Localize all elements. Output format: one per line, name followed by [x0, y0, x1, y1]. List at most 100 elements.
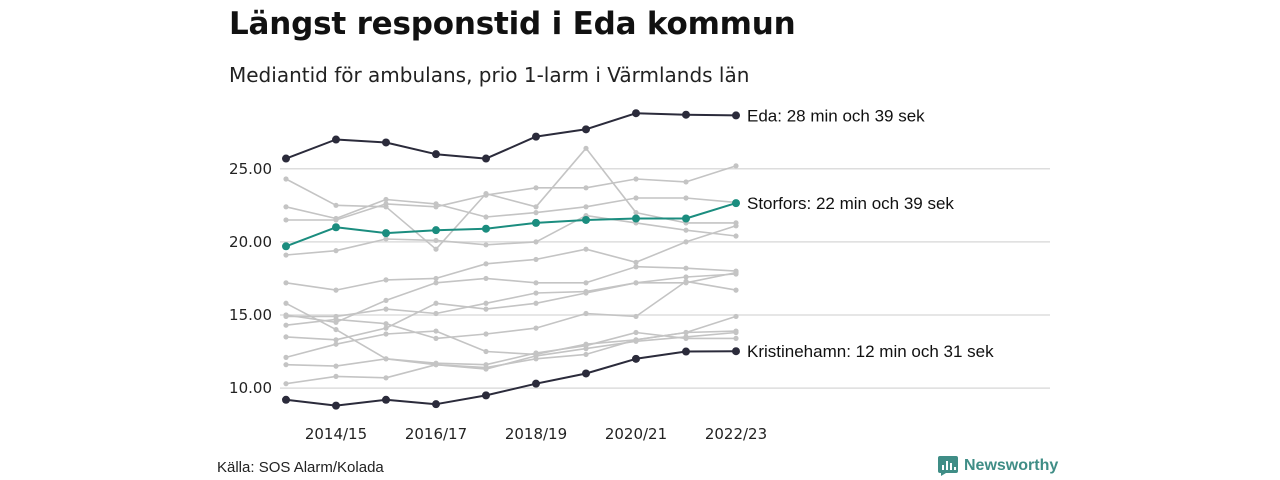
- x-tick-label: 2014/15: [305, 425, 367, 443]
- background-series-point: [333, 313, 339, 320]
- highlight-series-point: [332, 135, 340, 144]
- background-series-line: [285, 265, 737, 324]
- background-series-point: [633, 264, 639, 270]
- y-tick-label: 10.00: [229, 379, 272, 397]
- series-end-label: Storfors: 22 min och 39 sek: [747, 194, 954, 213]
- highlight-series-point: [732, 199, 740, 208]
- background-series-point: [483, 366, 489, 372]
- background-series-point: [583, 310, 589, 317]
- background-series-point: [333, 326, 339, 333]
- background-series-point: [483, 192, 489, 198]
- background-series-point: [683, 280, 689, 286]
- series-end-label: Kristinehamn: 12 min och 31 sek: [747, 342, 994, 361]
- background-series-point: [583, 351, 589, 358]
- background-series-point: [733, 313, 739, 320]
- background-series-point: [283, 300, 289, 306]
- highlight-series-point: [332, 223, 340, 232]
- background-series-point: [283, 362, 289, 368]
- background-series-point: [283, 354, 289, 360]
- background-series-point: [383, 331, 389, 337]
- background-series-point: [533, 239, 539, 245]
- background-series-point: [533, 290, 539, 296]
- background-series-point: [433, 275, 439, 282]
- brand[interactable]: Newsworthy: [938, 456, 1058, 476]
- highlight-series-point: [332, 401, 340, 410]
- highlight-series-point: [682, 110, 690, 119]
- background-series-point: [483, 348, 489, 355]
- brand-label: Newsworthy: [964, 457, 1059, 474]
- background-series-point: [433, 300, 439, 306]
- background-series-line: [285, 280, 737, 340]
- background-series-point: [433, 335, 439, 341]
- highlight-series-line: [285, 350, 737, 407]
- background-series-line: [285, 331, 737, 385]
- background-series-line: [285, 214, 737, 256]
- highlight-series-point: [532, 132, 540, 141]
- x-tick-label: 2016/17: [405, 425, 467, 443]
- highlight-series-point: [532, 218, 540, 227]
- background-series-line: [286, 273, 737, 318]
- highlight-series-point: [482, 391, 490, 400]
- highlight-series-point: [282, 154, 290, 163]
- background-series-point: [683, 265, 689, 271]
- background-series-point: [633, 338, 639, 344]
- background-series-point: [633, 329, 639, 336]
- background-series-point: [633, 259, 639, 265]
- background-series-point: [733, 329, 739, 336]
- background-series-line: [285, 271, 737, 341]
- background-series-point: [383, 375, 389, 381]
- newsworthy-logo-icon: [938, 456, 958, 476]
- background-series-point: [583, 145, 589, 151]
- background-series-point: [383, 201, 389, 207]
- background-series-point: [733, 287, 739, 293]
- background-series-point: [633, 210, 639, 216]
- background-series-point: [333, 337, 339, 343]
- highlight-series-point: [432, 226, 440, 235]
- background-series-point: [683, 329, 689, 336]
- x-tick-label: 2018/19: [505, 425, 567, 443]
- highlight-series-point: [732, 347, 740, 356]
- background-series-point: [283, 176, 289, 182]
- x-tick-label: 2022/23: [705, 425, 767, 443]
- background-series-point: [383, 306, 389, 312]
- background-series-point: [433, 280, 439, 286]
- background-series-point: [333, 217, 339, 223]
- background-series-point: [683, 179, 689, 185]
- background-series-point: [283, 313, 289, 320]
- background-series-point: [583, 246, 589, 252]
- background-series-point: [283, 252, 289, 258]
- highlight-series-point: [582, 215, 590, 224]
- background-series-point: [583, 288, 589, 295]
- background-series-point: [733, 223, 739, 229]
- background-series-point: [733, 163, 739, 169]
- highlight-series-point: [632, 109, 640, 118]
- background-series-point: [283, 204, 289, 210]
- background-series-point: [683, 334, 689, 340]
- background-series-point: [283, 217, 289, 223]
- y-tick-label: 15.00: [229, 306, 272, 324]
- background-series-point: [583, 204, 589, 210]
- background-series-point: [633, 313, 639, 320]
- background-series-point: [683, 239, 689, 245]
- background-series-point: [383, 236, 389, 242]
- highlight-series-line: [285, 202, 737, 248]
- background-series-point: [383, 356, 389, 362]
- background-series-point: [583, 185, 589, 191]
- background-series-point: [683, 227, 689, 233]
- background-series-point: [433, 237, 439, 244]
- background-series-point: [583, 346, 589, 352]
- background-series-point: [483, 331, 489, 337]
- background-series-point: [333, 248, 339, 254]
- background-series-point: [533, 280, 539, 286]
- background-series-point: [433, 328, 439, 334]
- background-series-point: [483, 306, 489, 312]
- background-series-point: [283, 381, 289, 387]
- background-series-point: [383, 196, 389, 203]
- background-series-point: [483, 300, 489, 306]
- chart-title: Längst responstid i Eda kommun: [229, 6, 796, 42]
- background-series-line: [285, 197, 737, 220]
- background-series-point: [383, 297, 389, 303]
- background-series-point: [533, 300, 539, 306]
- highlight-series-point: [632, 214, 640, 223]
- highlight-series-point: [432, 150, 440, 159]
